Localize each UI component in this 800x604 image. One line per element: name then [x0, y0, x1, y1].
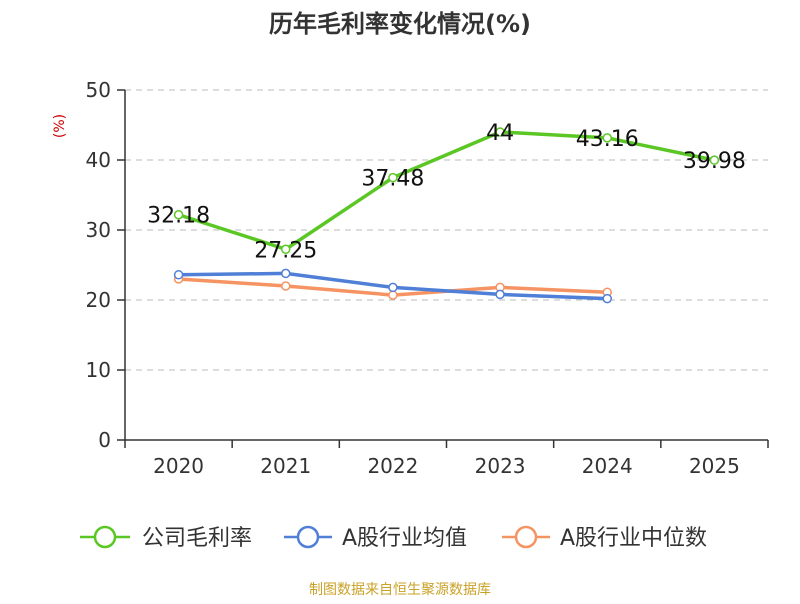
data-point — [281, 268, 291, 279]
legend: 公司毛利率 A股行业均值 A股行业中位数 — [80, 525, 707, 551]
legend-item-2[interactable]: A股行业中位数 — [502, 525, 707, 551]
y-tick-label: 10 — [86, 358, 111, 382]
data-label: 44 — [486, 121, 514, 146]
series-line-0 — [176, 130, 717, 251]
x-tick-label: 2021 — [260, 454, 311, 478]
data-point — [388, 290, 398, 300]
grid-layer — [125, 89, 768, 371]
data-label: 39.98 — [683, 149, 746, 174]
legend-marker — [93, 525, 117, 549]
data-point — [281, 281, 291, 291]
data-point — [388, 282, 398, 293]
legend-label: 公司毛利率 — [142, 526, 252, 551]
legend-marker — [514, 525, 538, 549]
chart-title: 历年毛利率变化情况(%) — [269, 10, 531, 38]
data-point — [281, 244, 291, 254]
data-point — [173, 209, 184, 220]
y-tick-label: 30 — [86, 218, 111, 242]
data-point — [602, 293, 612, 304]
x-tick-label: 2024 — [582, 454, 633, 478]
data-label: 37.48 — [361, 167, 424, 192]
legend-marker — [296, 525, 320, 549]
x-tick-label: 2025 — [689, 454, 740, 478]
legend-label: A股行业均值 — [342, 526, 467, 551]
data-point — [388, 172, 398, 183]
x-tick-label: 2020 — [153, 454, 204, 478]
x-tick-label: 2023 — [475, 454, 526, 478]
data-label: 32.18 — [147, 204, 210, 229]
axis-layer: 0 10 20 30 40 50 2020 2021 2022 2023 2024 2025 — [86, 78, 769, 478]
y-tick-label: 40 — [86, 148, 111, 172]
source-note: 制图数据来自恒生聚源数据库 — [309, 582, 491, 598]
legend-item-0[interactable]: 公司毛利率 — [80, 525, 252, 551]
data-point — [602, 133, 612, 143]
series-layer — [173, 127, 720, 304]
y-tick-label: 50 — [86, 78, 111, 102]
data-point — [173, 270, 184, 280]
x-tick-label: 2022 — [367, 454, 418, 478]
data-point — [709, 155, 720, 165]
legend-item-1[interactable]: A股行业均值 — [284, 525, 467, 551]
data-label-layer: 32.18 27.25 37.48 44 43.16 39.98 — [147, 121, 746, 263]
y-tick-label: 0 — [98, 428, 111, 452]
y-axis-label: (%) — [52, 114, 68, 138]
legend-label: A股行业中位数 — [560, 526, 707, 551]
y-tick-label: 20 — [86, 288, 111, 312]
data-label: 43.16 — [576, 127, 639, 152]
data-label: 27.25 — [254, 238, 317, 263]
data-point — [495, 127, 505, 137]
data-point — [495, 289, 505, 300]
